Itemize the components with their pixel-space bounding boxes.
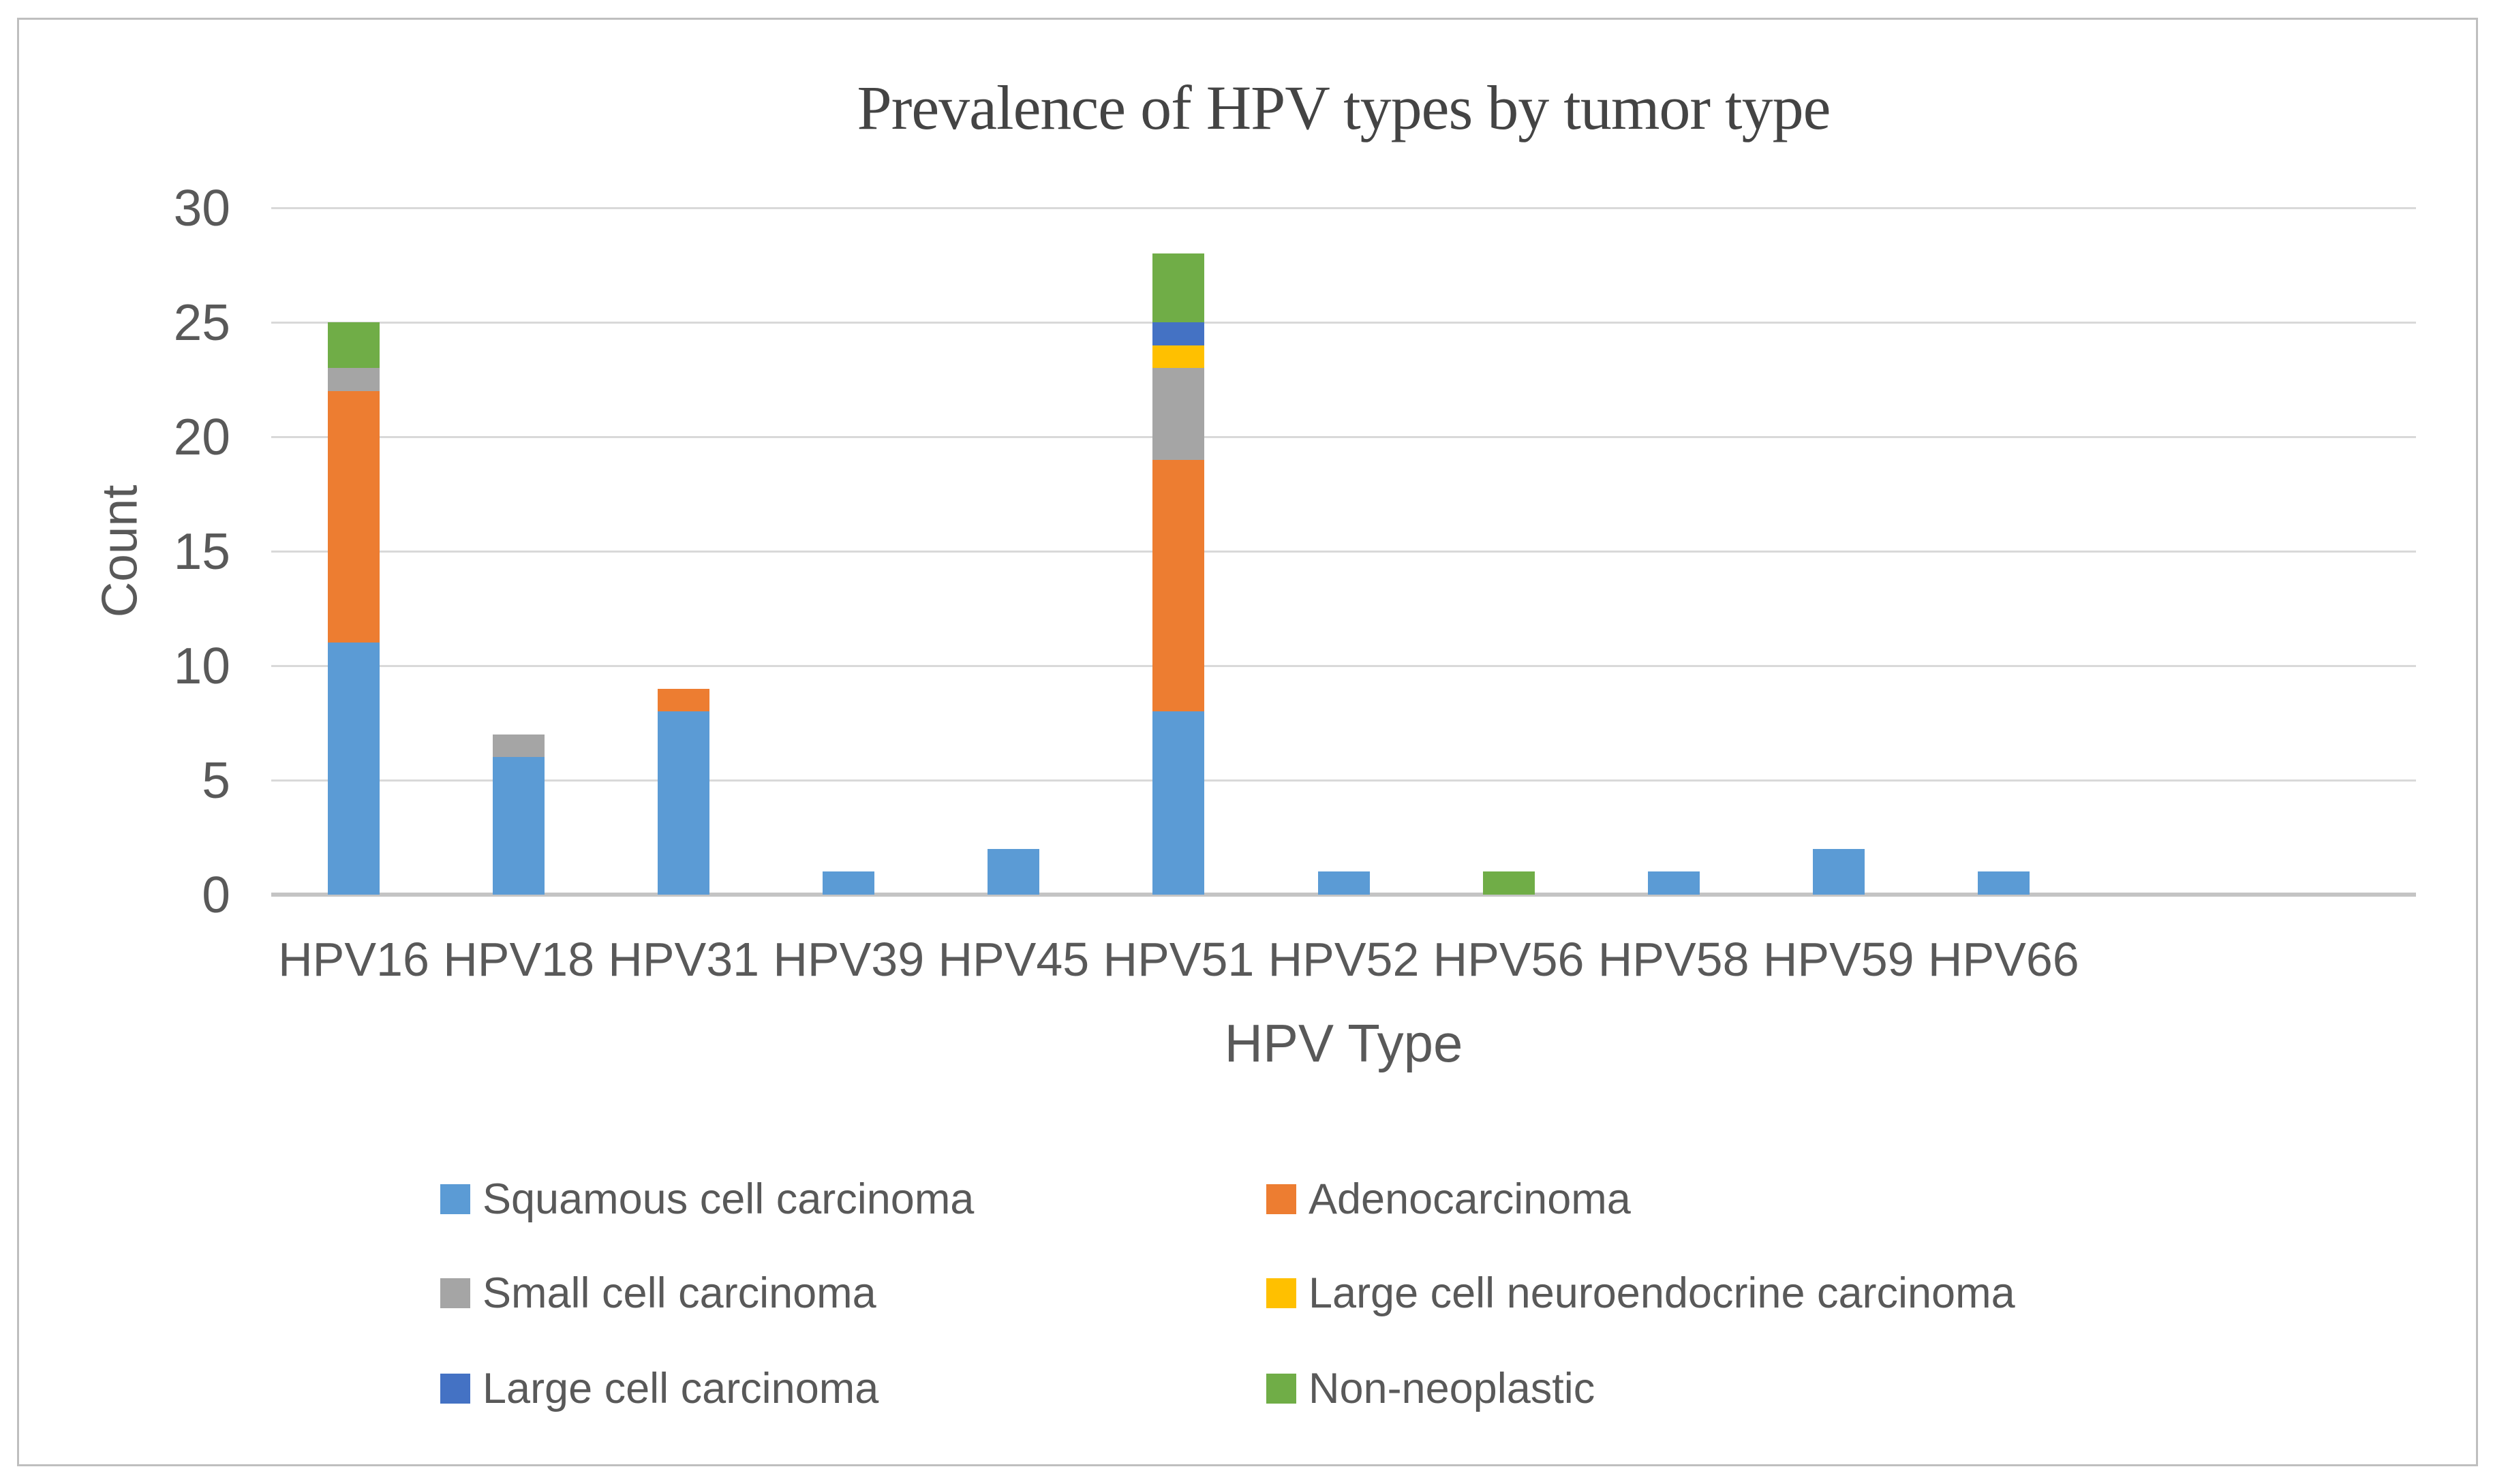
- legend-swatch-icon: [440, 1184, 470, 1214]
- x-tick-label-HPV18: HPV18: [443, 933, 594, 986]
- bar-segment-HPV16-squamous-cell-carcinoma: [328, 643, 380, 895]
- bar-segment-HPV31-squamous-cell-carcinoma: [658, 711, 710, 895]
- y-tick-label-25: 25: [173, 294, 230, 351]
- legend-label: Large cell neuroendocrine carcinoma: [1309, 1269, 2015, 1317]
- bar-segment-HPV51-adenocarcinoma: [1152, 459, 1205, 712]
- x-tick-label-HPV39: HPV39: [773, 933, 925, 986]
- bar-segment-HPV16-non-neoplastic: [328, 322, 380, 369]
- bar-segment-HPV16-adenocarcinoma: [328, 390, 380, 643]
- bar-segment-HPV58-squamous-cell-carcinoma: [1647, 871, 1700, 895]
- legend-label: Large cell carcinoma: [483, 1364, 879, 1412]
- bar-segment-HPV51-large-cell-neuroendocrine-carcinoma: [1152, 345, 1205, 369]
- legend-swatch-icon: [440, 1374, 470, 1404]
- y-tick-label-15: 15: [173, 523, 230, 580]
- gridline-y-10: [271, 665, 2416, 667]
- y-tick-label-30: 30: [173, 179, 230, 236]
- x-tick-label-HPV31: HPV31: [608, 933, 760, 986]
- gridline-y-15: [271, 551, 2416, 553]
- bar-segment-HPV56-non-neoplastic: [1482, 871, 1535, 895]
- plot-area: [271, 207, 2416, 897]
- legend-swatch-icon: [1266, 1184, 1296, 1214]
- gridline-y-20: [271, 436, 2416, 438]
- y-tick-label-20: 20: [173, 408, 230, 465]
- legend-item-small-cell-carcinoma: Small cell carcinoma: [440, 1269, 876, 1317]
- figure-border: [17, 18, 2478, 1466]
- x-tick-label-HPV56: HPV56: [1433, 933, 1585, 986]
- gridline-y-30: [271, 207, 2416, 209]
- legend-label: Adenocarcinoma: [1309, 1175, 1631, 1223]
- y-tick-label-10: 10: [173, 637, 230, 694]
- bar-segment-HPV18-squamous-cell-carcinoma: [493, 757, 545, 895]
- legend-item-squamous-cell-carcinoma: Squamous cell carcinoma: [440, 1175, 974, 1223]
- bar-segment-HPV51-squamous-cell-carcinoma: [1152, 711, 1205, 895]
- x-tick-label-HPV16: HPV16: [278, 933, 429, 986]
- chart-title: Prevalence of HPV types by tumor type: [857, 73, 1831, 142]
- x-tick-label-HPV66: HPV66: [1927, 933, 2079, 986]
- x-tick-label-HPV59: HPV59: [1762, 933, 1914, 986]
- x-axis-line: [271, 893, 2416, 897]
- y-tick-label-0: 0: [202, 866, 230, 923]
- legend-item-adenocarcinoma: Adenocarcinoma: [1266, 1175, 1631, 1223]
- legend-label: Squamous cell carcinoma: [483, 1175, 975, 1223]
- bar-segment-HPV45-squamous-cell-carcinoma: [988, 848, 1040, 895]
- gridline-y-5: [271, 779, 2416, 782]
- bar-segment-HPV52-squamous-cell-carcinoma: [1317, 871, 1370, 895]
- legend-swatch-icon: [1266, 1374, 1296, 1404]
- bar-segment-HPV51-small-cell-carcinoma: [1152, 368, 1205, 460]
- x-tick-label-HPV58: HPV58: [1597, 933, 1749, 986]
- bar-segment-HPV59-squamous-cell-carcinoma: [1812, 848, 1865, 895]
- legend-item-non-neoplastic: Non-neoplastic: [1266, 1365, 1595, 1412]
- legend-item-large-cell-neuroendocrine-carcinoma: Large cell neuroendocrine carcinoma: [1266, 1269, 2015, 1317]
- x-tick-label-HPV51: HPV51: [1103, 933, 1255, 986]
- legend-label: Non-neoplastic: [1309, 1364, 1595, 1412]
- x-tick-label-HPV45: HPV45: [938, 933, 1090, 986]
- bar-segment-HPV39-squamous-cell-carcinoma: [823, 871, 875, 895]
- legend-swatch-icon: [1266, 1278, 1296, 1308]
- gridline-y-25: [271, 322, 2416, 324]
- legend-item-large-cell-carcinoma: Large cell carcinoma: [440, 1365, 878, 1412]
- bar-segment-HPV66-squamous-cell-carcinoma: [1977, 871, 2030, 895]
- bar-segment-HPV51-large-cell-carcinoma: [1152, 322, 1205, 345]
- bar-segment-HPV18-small-cell-carcinoma: [493, 734, 545, 758]
- x-tick-label-HPV52: HPV52: [1268, 933, 1420, 986]
- y-tick-label-5: 5: [202, 752, 230, 809]
- x-axis-title: HPV Type: [1224, 1013, 1463, 1073]
- bar-segment-HPV16-small-cell-carcinoma: [328, 368, 380, 391]
- bar-segment-HPV31-adenocarcinoma: [658, 688, 710, 712]
- bar-segment-HPV51-non-neoplastic: [1152, 253, 1205, 322]
- y-axis-title: Count: [92, 484, 148, 618]
- legend-label: Small cell carcinoma: [483, 1269, 876, 1317]
- legend-swatch-icon: [440, 1278, 470, 1308]
